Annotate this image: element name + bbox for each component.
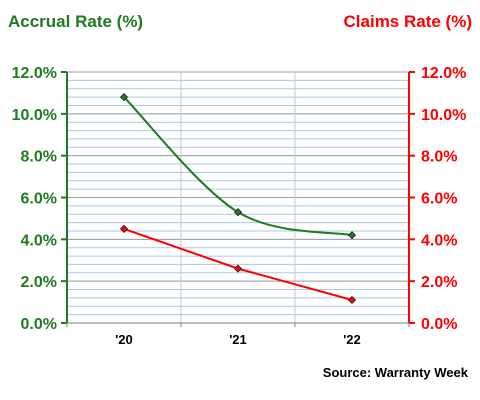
data-point-marker <box>347 295 357 305</box>
left-tick-label: 2.0% <box>21 274 57 291</box>
data-point-marker <box>233 208 243 217</box>
left-tick-label: 8.0% <box>21 149 57 166</box>
right-tick-label: 6.0% <box>421 191 457 208</box>
left-tick-label: 10.0% <box>12 107 57 124</box>
source-note: Source: Warranty Week <box>322 365 468 380</box>
right-tick-label: 4.0% <box>421 232 457 249</box>
right-tick-label: 2.0% <box>421 274 457 291</box>
left-tick-label: 12.0% <box>12 65 57 82</box>
x-tick-label: '22 <box>343 332 361 347</box>
data-point-marker <box>233 264 243 273</box>
right-tick-label: 10.0% <box>421 107 466 124</box>
x-tick-label: '20 <box>115 332 133 347</box>
left-tick-label: 0.0% <box>21 316 57 333</box>
left-axis-title: Accrual Rate (%) <box>8 12 144 31</box>
left-tick-label: 6.0% <box>21 191 57 208</box>
x-tick-label: '21 <box>229 332 247 347</box>
data-point-marker <box>119 93 129 102</box>
right-tick-label: 8.0% <box>421 149 457 166</box>
right-axis-title: Claims Rate (%) <box>343 12 472 31</box>
data-point-marker <box>347 231 357 240</box>
data-point-marker <box>119 224 129 233</box>
left-tick-label: 4.0% <box>21 232 57 249</box>
right-tick-label: 0.0% <box>421 316 457 333</box>
right-tick-label: 12.0% <box>421 65 466 82</box>
